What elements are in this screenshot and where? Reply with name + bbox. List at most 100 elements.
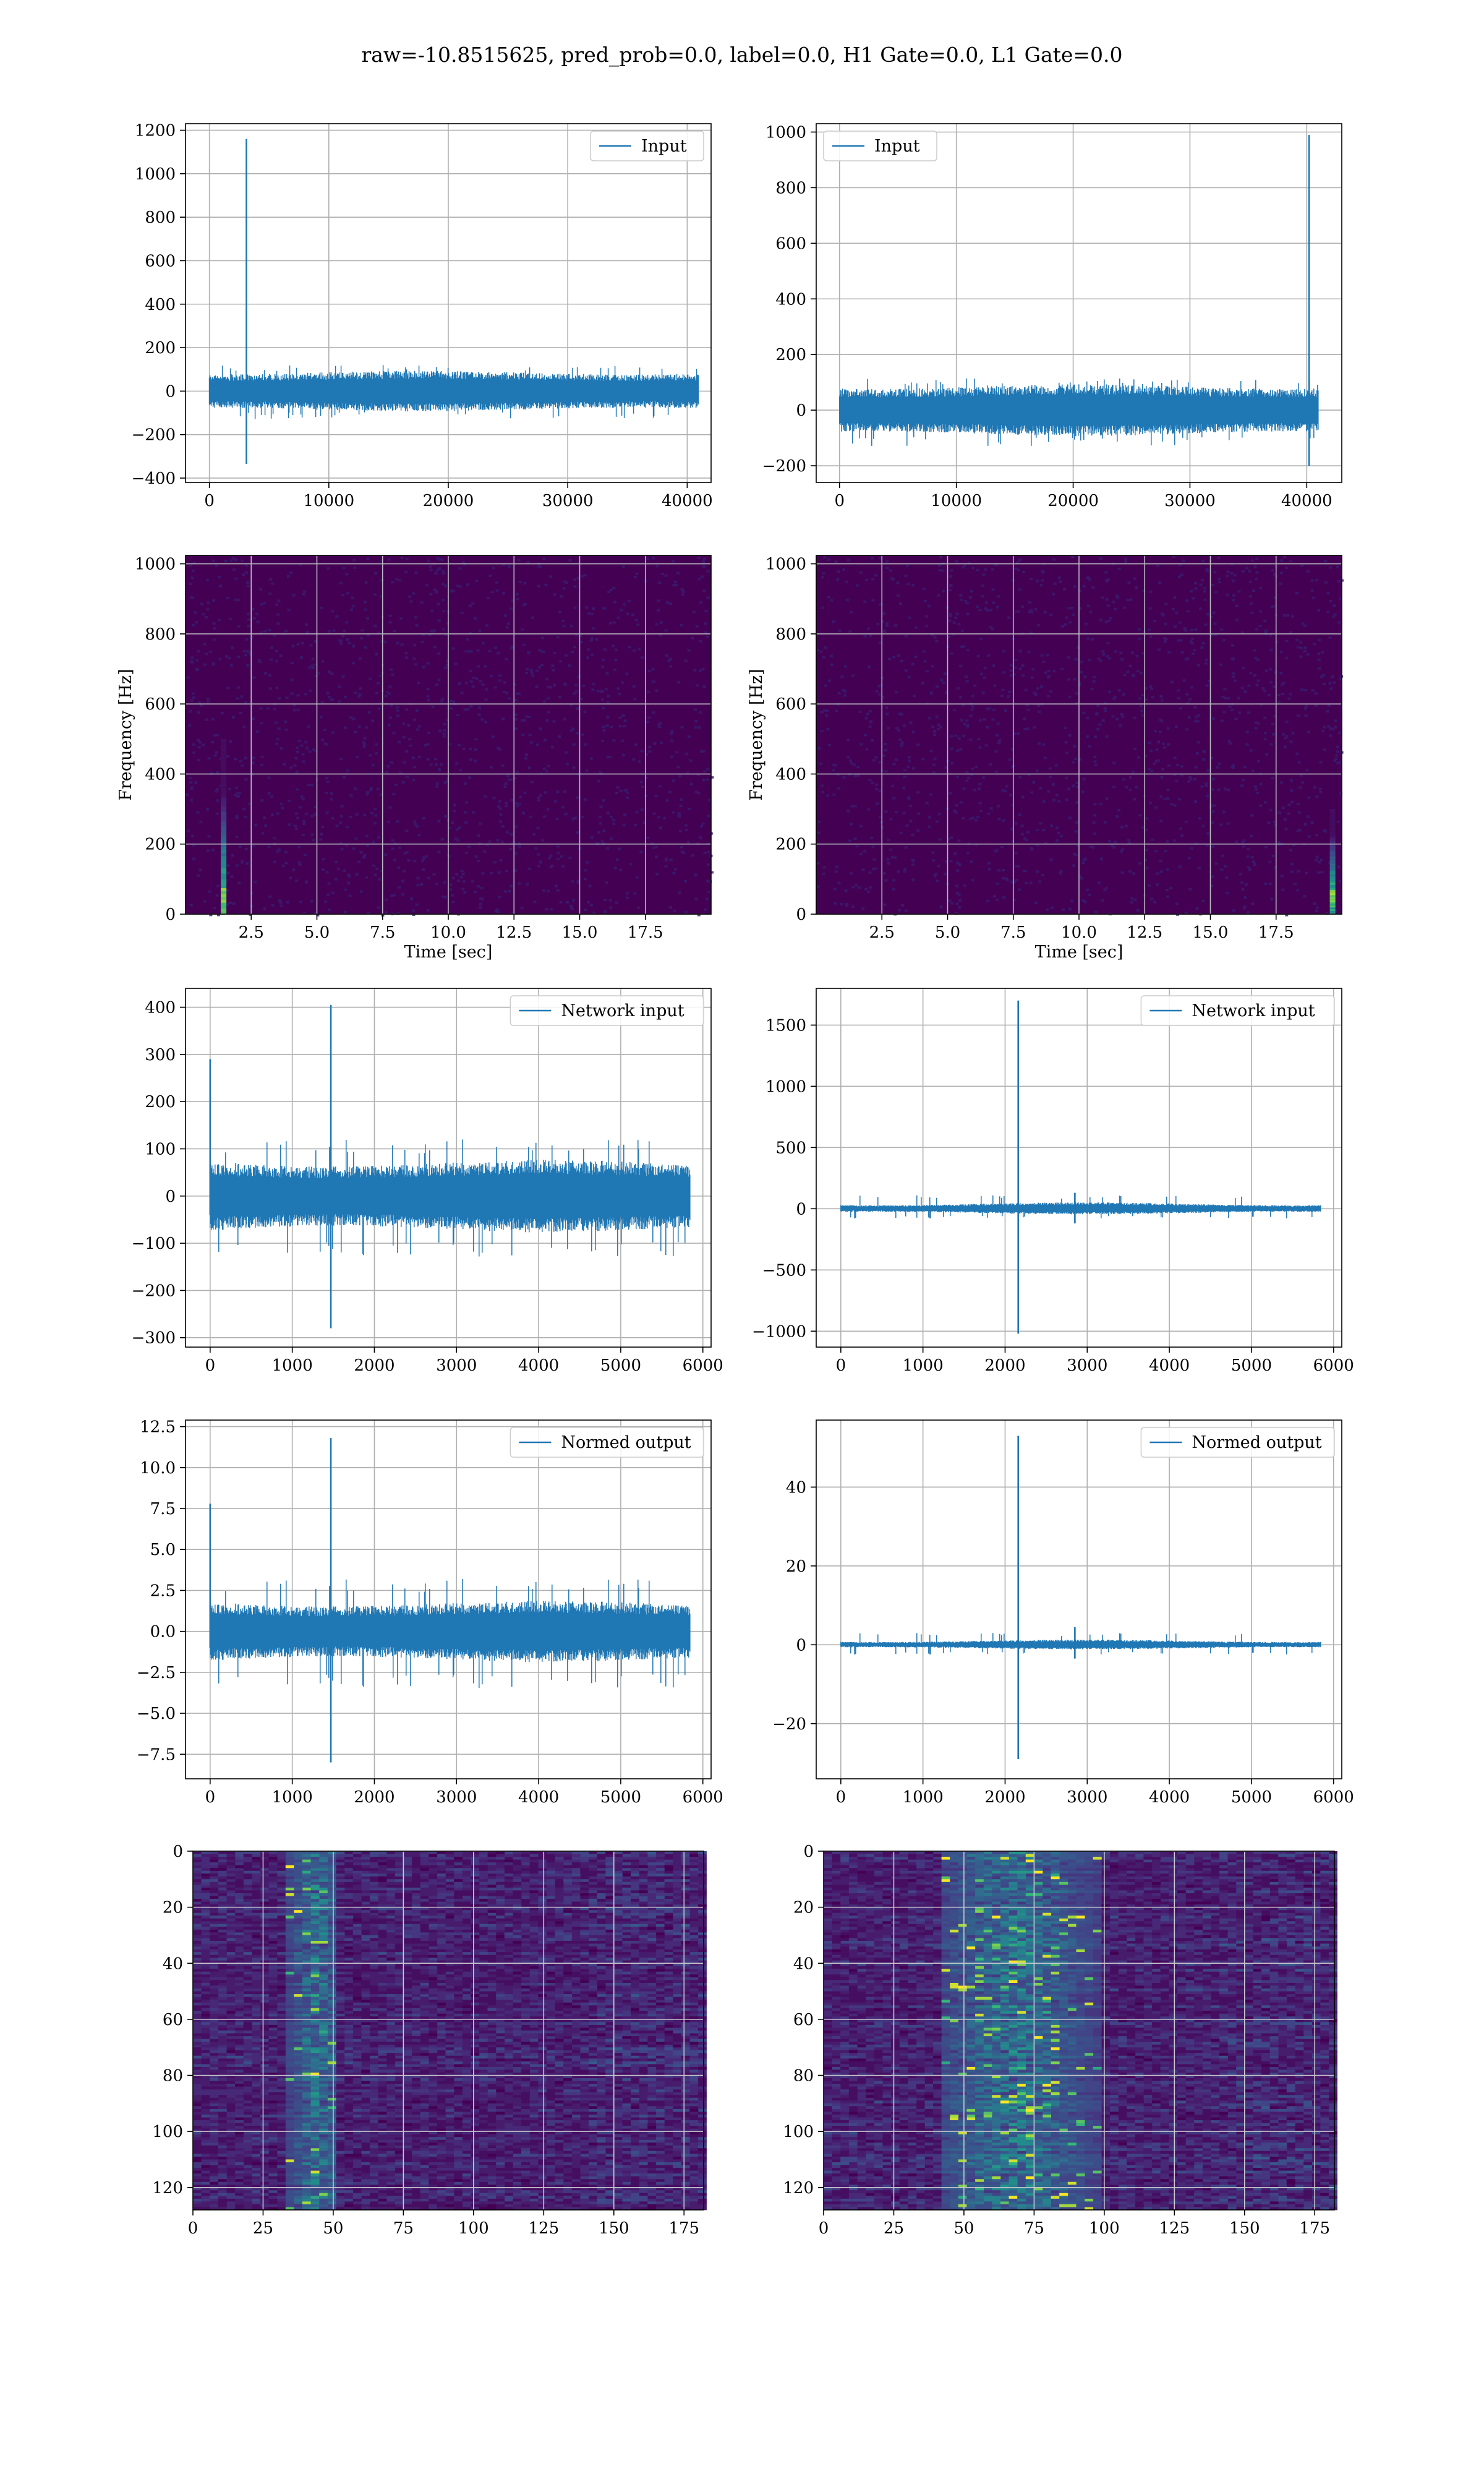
network-input-l1-ytick-label: 500 xyxy=(775,1139,806,1157)
feature-map-l1-row-cells xyxy=(958,2108,1077,2112)
feature-map-h1-row-cells xyxy=(201,1904,665,1907)
feature-map-l1-row-cells xyxy=(992,2005,1001,2009)
feature-map-h1-row-cells xyxy=(294,1854,336,1857)
feature-map-l1-row-cells xyxy=(1025,1859,1034,1863)
spectrogram-h1-hotspot-cell xyxy=(221,815,227,818)
feature-map-l1-row-cells xyxy=(848,1924,1337,1927)
feature-map-h1-row-cells xyxy=(302,2106,311,2110)
feature-map-l1-row-cells xyxy=(950,2204,959,2207)
feature-map-l1-row-cells xyxy=(832,2097,1287,2101)
feature-map-l1-row-cells xyxy=(958,2173,1034,2177)
feature-map-l1-row-cells xyxy=(992,2081,1026,2084)
feature-map-h1-row-cells xyxy=(327,2193,336,2196)
feature-map-l1-row-cells xyxy=(1043,2011,1051,2014)
feature-map-l1-row-cells xyxy=(1034,1935,1043,1938)
feature-map-l1-row-cells xyxy=(1009,2070,1018,2073)
feature-map-h1-row-cells xyxy=(210,1988,690,1992)
feature-map-h1-row-cells xyxy=(310,1954,320,1958)
feature-map-l1-row-cells xyxy=(975,1946,1321,1950)
spectrogram-l1-hotspot-cell xyxy=(1329,900,1336,902)
feature-map-l1-row-cells xyxy=(1085,2002,1094,2006)
feature-map-l1-row-cells xyxy=(975,2162,1085,2165)
feature-map-h1-row-cells xyxy=(285,2031,294,2034)
feature-map-h1-row-cells xyxy=(268,2089,673,2093)
feature-map-h1-row-cells xyxy=(243,2031,707,2034)
feature-map-h1-row-cells xyxy=(336,1958,699,1961)
feature-map-h1-row-cells xyxy=(319,1980,328,1984)
feature-map-h1-xtick-label: 75 xyxy=(393,2219,414,2238)
feature-map-h1-row-cells xyxy=(201,2173,581,2177)
feature-map-l1-row-cells xyxy=(992,1943,1001,1947)
feature-map-h1-row-cells xyxy=(268,1899,639,1902)
feature-map-l1-row-cells xyxy=(1009,2139,1018,2143)
feature-map-h1-row-cells xyxy=(235,2000,673,2003)
feature-map-h1-row-cells xyxy=(201,2042,690,2045)
feature-map-l1-row-cells xyxy=(966,2162,1060,2165)
feature-map-l1-row-cells xyxy=(1034,2078,1051,2081)
feature-map-l1-row-cells xyxy=(1017,2036,1026,2039)
feature-map-h1-row-cells xyxy=(319,2073,336,2076)
input-l1-plot-area xyxy=(816,124,1342,482)
feature-map-l1-row-cells xyxy=(975,1932,992,1936)
feature-map-h1-row-cells xyxy=(310,2181,320,2185)
feature-map-l1-row-cells xyxy=(975,1859,1018,1863)
feature-map-l1-row-cells xyxy=(1009,2100,1018,2104)
feature-map-h1-row-cells xyxy=(622,2126,665,2129)
feature-map-l1-row-cells xyxy=(983,2168,992,2171)
feature-map-h1-row-cells xyxy=(352,1946,707,1950)
feature-map-h1-row-cells xyxy=(210,2176,699,2180)
feature-map-h1-row-cells xyxy=(352,1997,362,2000)
spectrogram-l1-ytick-label: 800 xyxy=(775,625,806,644)
feature-map-l1-row-cells xyxy=(941,2061,950,2065)
feature-map-l1-row-cells xyxy=(848,2114,1337,2118)
feature-map-h1-row-cells xyxy=(327,1899,336,1902)
feature-map-l1-row-cells xyxy=(950,2036,1321,2039)
feature-map-h1-xtick-label: 100 xyxy=(458,2219,489,2238)
feature-map-l1-row-cells xyxy=(1000,1977,1009,1980)
feature-map-h1-row-cells xyxy=(319,2053,336,2057)
feature-map-l1-row-cells xyxy=(966,2092,992,2095)
spectrogram-l1-hotspot-cell xyxy=(1329,898,1336,901)
feature-map-h1-row-cells xyxy=(226,2207,631,2211)
feature-map-h1-row-cells xyxy=(294,1927,303,1930)
feature-map-l1-row-cells xyxy=(848,1980,1304,1984)
feature-map-l1-row-cells xyxy=(950,1935,1237,1938)
feature-map-h1-row-cells xyxy=(302,1870,311,1874)
feature-map-l1-row-cells xyxy=(1185,1977,1195,1980)
feature-map-h1-row-cells xyxy=(285,2185,303,2188)
feature-map-l1-row-cells xyxy=(832,1868,1295,1872)
feature-map-h1-row-cells xyxy=(260,1893,699,1896)
feature-map-l1-row-cells xyxy=(840,1868,1262,1872)
network-input-h1-chart: 0 1000 2000 3000 4000 5000 6000−300−200−100010… xyxy=(132,988,723,1375)
feature-map-l1-row-cells xyxy=(950,1865,1077,1868)
feature-map-l1-row-cells xyxy=(824,2013,1337,2017)
spectrogram-h1-hotspot-cell xyxy=(221,768,227,772)
feature-map-l1-row-cells xyxy=(983,2070,1060,2073)
feature-map-l1-row-cells xyxy=(857,2148,934,2152)
feature-map-l1-row-cells xyxy=(1017,2142,1034,2146)
feature-map-l1-row-cells xyxy=(1009,1881,1018,1885)
feature-map-l1-row-cells xyxy=(975,1907,984,1911)
feature-map-h1-row-cells xyxy=(310,2165,320,2168)
spectrogram-l1-hotspot-cell xyxy=(1329,845,1336,848)
feature-map-h1-row-cells xyxy=(622,2078,631,2081)
feature-map-l1-row-cells xyxy=(1093,1952,1337,1955)
feature-map-h1-ytick-label: 40 xyxy=(163,1954,183,1973)
spectrogram-h1-hotspot-cell xyxy=(221,873,227,877)
feature-map-l1-row-cells xyxy=(1051,1971,1060,1975)
feature-map-l1-row-cells xyxy=(950,2126,1077,2129)
feature-map-h1-row-cells xyxy=(310,2142,336,2146)
feature-map-h1-row-cells xyxy=(319,1887,328,1891)
feature-map-l1-row-cells xyxy=(1043,2050,1051,2053)
feature-map-l1-row-cells xyxy=(840,2165,1321,2168)
spectrogram-h1-hotspot-cell xyxy=(221,779,227,784)
normed-output-l1-chart: 0 1000 2000 3000 4000 5000 6000−2002040Normed … xyxy=(772,1419,1354,1807)
feature-map-h1-row-cells xyxy=(310,1887,320,1891)
feature-map-l1-row-cells xyxy=(1000,2058,1043,2062)
feature-map-l1-row-cells xyxy=(832,1896,1337,1899)
feature-map-l1-row-cells xyxy=(966,2008,1026,2011)
feature-map-h1-row-cells xyxy=(302,2019,328,2022)
feature-map-l1-row-cells xyxy=(1000,2108,1009,2112)
feature-map-h1-row-cells xyxy=(193,2170,202,2174)
feature-map-l1-row-cells xyxy=(824,2055,1313,2059)
